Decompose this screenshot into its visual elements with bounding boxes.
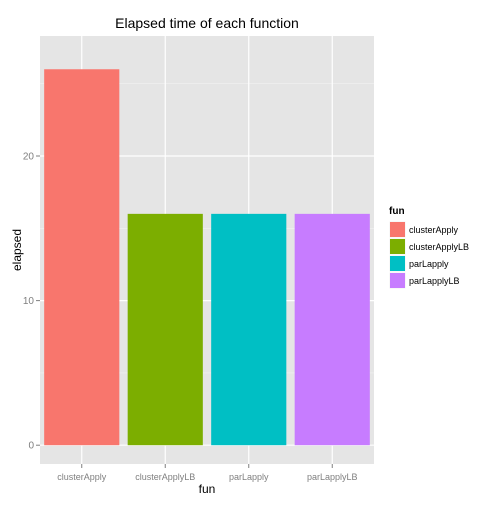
legend-swatch xyxy=(390,256,405,271)
chart-title: Elapsed time of each function xyxy=(115,15,299,31)
bar-clusterApply xyxy=(44,69,120,446)
legend-label: clusterApply xyxy=(409,225,459,235)
x-axis-label: fun xyxy=(199,482,216,496)
legend-label: parLapply xyxy=(409,259,449,269)
y-tick-label: 10 xyxy=(23,296,35,307)
legend-swatch xyxy=(390,273,405,288)
legend: fun clusterApply clusterApplyLB parLapply p… xyxy=(388,206,469,290)
y-axis-label: elapsed xyxy=(10,229,24,271)
bar-clusterApplyLB xyxy=(127,213,203,446)
x-tick-label: parLapplyLB xyxy=(307,472,358,482)
bar-parLapply xyxy=(211,213,287,446)
x-tick-label: clusterApply xyxy=(57,472,107,482)
x-tick-label: clusterApplyLB xyxy=(135,472,195,482)
y-tick-label: 20 xyxy=(23,152,35,163)
bars xyxy=(44,69,370,446)
legend-keys: clusterApply clusterApplyLB parLapply parLa… xyxy=(388,220,469,290)
y-tick-label: 0 xyxy=(28,441,34,452)
x-tick-label: parLapply xyxy=(229,472,269,482)
bar-parLapplyLB xyxy=(294,213,370,446)
legend-label: clusterApplyLB xyxy=(409,242,469,252)
y-axis-ticks: 0 10 20 xyxy=(23,152,40,452)
legend-title: fun xyxy=(389,206,405,217)
x-axis-ticks: clusterApply clusterApplyLB parLapply parLa… xyxy=(57,464,358,482)
legend-swatch xyxy=(390,239,405,254)
legend-swatch xyxy=(390,222,405,237)
legend-label: parLapplyLB xyxy=(409,276,460,286)
